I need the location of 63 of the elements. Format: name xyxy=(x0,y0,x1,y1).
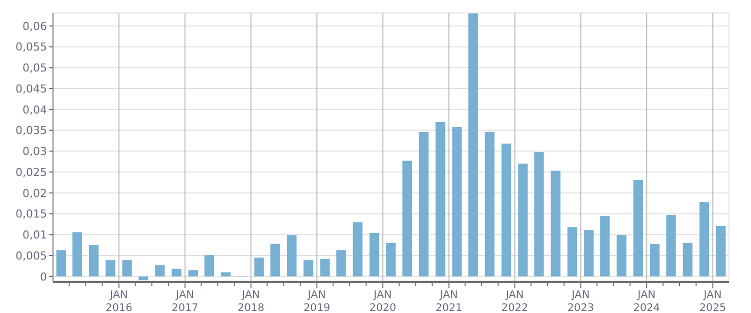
bar xyxy=(650,244,660,276)
bar xyxy=(88,245,99,276)
bar xyxy=(221,272,231,276)
bar xyxy=(550,170,560,276)
bar xyxy=(699,202,710,276)
bar xyxy=(204,255,214,276)
y-tick-label: 0,06 xyxy=(22,20,47,33)
bar xyxy=(534,152,544,276)
y-tick-label: 0,035 xyxy=(16,124,47,138)
bar xyxy=(352,222,362,276)
bar xyxy=(72,232,82,276)
x-tick-label: JAN 2023 xyxy=(567,289,594,313)
bar xyxy=(436,122,446,276)
y-tick-label: 0,005 xyxy=(16,249,47,262)
y-tick-label: 0,01 xyxy=(22,228,47,242)
bar xyxy=(188,270,198,276)
y-tick-label: 0,03 xyxy=(22,145,47,158)
bar xyxy=(633,180,643,276)
bar xyxy=(320,258,330,276)
y-tick-label: 0,015 xyxy=(16,208,47,221)
bar xyxy=(666,215,676,276)
bar xyxy=(369,232,380,276)
bar xyxy=(254,258,264,276)
x-tick-label: JAN 2020 xyxy=(369,289,396,313)
bar xyxy=(584,230,594,276)
bar xyxy=(138,276,148,280)
x-tick-label: JAN 2022 xyxy=(501,289,528,313)
bar xyxy=(270,244,280,276)
bar xyxy=(56,250,66,276)
bar xyxy=(616,235,626,276)
bar xyxy=(122,260,132,276)
bar xyxy=(682,243,692,276)
y-tick-label: 0 xyxy=(40,270,47,284)
bar xyxy=(155,265,165,276)
bar xyxy=(336,250,346,276)
bar xyxy=(418,132,429,276)
bar xyxy=(484,132,495,276)
bar xyxy=(567,227,578,276)
bar xyxy=(716,226,726,276)
bar xyxy=(468,13,478,276)
x-tick-label: JAN 2024 xyxy=(633,289,660,313)
bar xyxy=(172,268,182,276)
bar xyxy=(106,260,116,276)
y-tick-label: 0,02 xyxy=(22,186,47,200)
bar xyxy=(304,260,314,276)
bar xyxy=(452,126,462,276)
bar xyxy=(501,144,512,276)
bar xyxy=(386,243,396,276)
bar xyxy=(286,235,297,276)
y-tick-label: 0,045 xyxy=(16,82,47,96)
x-tick-label: JAN 2016 xyxy=(106,289,133,313)
y-tick-label: 0,025 xyxy=(16,166,47,179)
bar xyxy=(402,160,412,276)
y-tick-label: 0,04 xyxy=(22,103,47,116)
x-tick-label: JAN 2019 xyxy=(303,289,330,313)
y-tick-label: 0,05 xyxy=(22,62,47,75)
y-tick-label: 0,055 xyxy=(16,40,47,54)
x-tick-label: JAN 2025 xyxy=(699,289,726,313)
bar xyxy=(518,164,528,276)
bar xyxy=(600,216,610,276)
x-tick-label: JAN 2021 xyxy=(436,289,462,313)
x-tick-label: JAN 2018 xyxy=(238,289,264,313)
x-tick-label: JAN 2017 xyxy=(172,289,198,313)
